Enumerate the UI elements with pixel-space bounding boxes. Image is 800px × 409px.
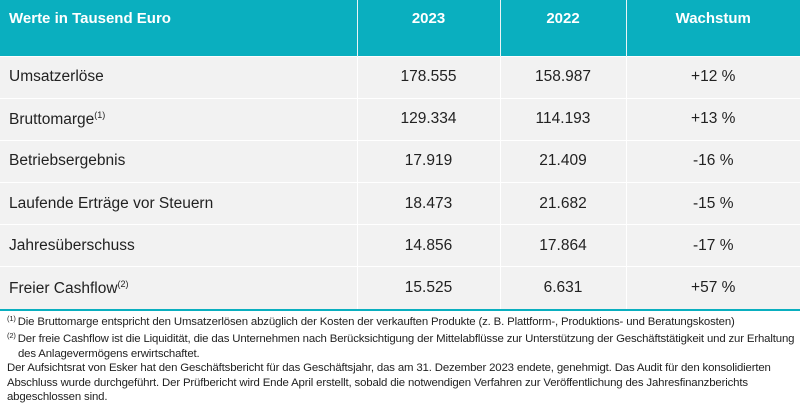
growth-value: -15 % <box>626 182 800 225</box>
row-label: Umsatzerlöse <box>0 55 358 99</box>
disclaimer: Der Aufsichtsrat von Esker hat den Gesch… <box>7 362 771 404</box>
value-2022: 114.193 <box>500 97 627 141</box>
row-label: Bruttomarge(1) <box>0 97 358 141</box>
growth-value: -17 % <box>626 224 800 267</box>
value-2022: 6.631 <box>500 266 627 309</box>
value-2023: 15.525 <box>357 266 501 309</box>
footnote-text: Die Bruttomarge entspricht den Umsatzerl… <box>17 315 735 328</box>
value-2023: 18.473 <box>357 182 501 225</box>
growth-value: -16 % <box>626 139 800 183</box>
growth-value: +13 % <box>626 97 800 141</box>
row-label-text: Freier Cashflow <box>9 279 118 297</box>
footnote-ref: (2) <box>117 278 129 289</box>
row-label-text: Umsatzerlöse <box>9 68 104 86</box>
header-2022: 2022 <box>500 0 627 56</box>
value-2022: 158.987 <box>500 55 627 99</box>
row-label-text: Laufende Erträge vor Steuern <box>9 194 214 212</box>
header-row: Werte in Tausend Euro 2023 2022 Wachstum <box>0 0 800 56</box>
footnote-2: (2) Der freie Cashflow ist die Liquidität… <box>7 329 800 361</box>
value-2023: 17.919 <box>357 139 501 183</box>
table-row: Umsatzerlöse 178.555 158.987 +12 % <box>0 55 800 99</box>
header-label: Werte in Tausend Euro <box>0 0 358 56</box>
row-label-text: Bruttomarge <box>9 110 95 128</box>
growth-value: +57 % <box>626 266 800 309</box>
footnote-mark: (1) <box>7 313 16 323</box>
row-label: Laufende Erträge vor Steuern <box>0 182 358 225</box>
row-label: Jahresüberschuss <box>0 224 358 267</box>
value-2022: 21.682 <box>500 182 627 225</box>
table-row: Bruttomarge(1) 129.334 114.193 +13 % <box>0 97 800 141</box>
footnote-mark: (2) <box>7 331 16 341</box>
footnote-1: (1) Die Bruttomarge entspricht den Umsatz… <box>7 312 800 330</box>
value-2023: 178.555 <box>357 55 501 99</box>
header-growth: Wachstum <box>626 0 800 56</box>
footnotes: (1) Die Bruttomarge entspricht den Umsatz… <box>0 311 800 405</box>
financial-table: Werte in Tausend Euro 2023 2022 Wachstum… <box>0 0 800 309</box>
table-row: Betriebsergebnis 17.919 21.409 -16 % <box>0 139 800 183</box>
table-row: Jahresüberschuss 14.856 17.864 -17 % <box>0 224 800 267</box>
table-row: Laufende Erträge vor Steuern 18.473 21.6… <box>0 182 800 225</box>
table-bottom-rule <box>0 308 800 311</box>
growth-value: +12 % <box>626 55 800 99</box>
row-label-text: Betriebsergebnis <box>9 152 126 170</box>
row-label-text: Jahresüberschuss <box>9 236 135 254</box>
row-label: Freier Cashflow(2) <box>0 266 358 309</box>
table-row: Freier Cashflow(2) 15.525 6.631 +57 % <box>0 266 800 309</box>
value-2022: 21.409 <box>500 139 627 183</box>
footnote-text: Der freie Cashflow ist die Liquidität, d… <box>17 333 795 360</box>
footnote-ref: (1) <box>94 109 106 120</box>
value-2023: 14.856 <box>357 224 501 267</box>
row-label: Betriebsergebnis <box>0 139 358 183</box>
header-2023: 2023 <box>357 0 501 56</box>
value-2023: 129.334 <box>357 97 501 141</box>
value-2022: 17.864 <box>500 224 627 267</box>
